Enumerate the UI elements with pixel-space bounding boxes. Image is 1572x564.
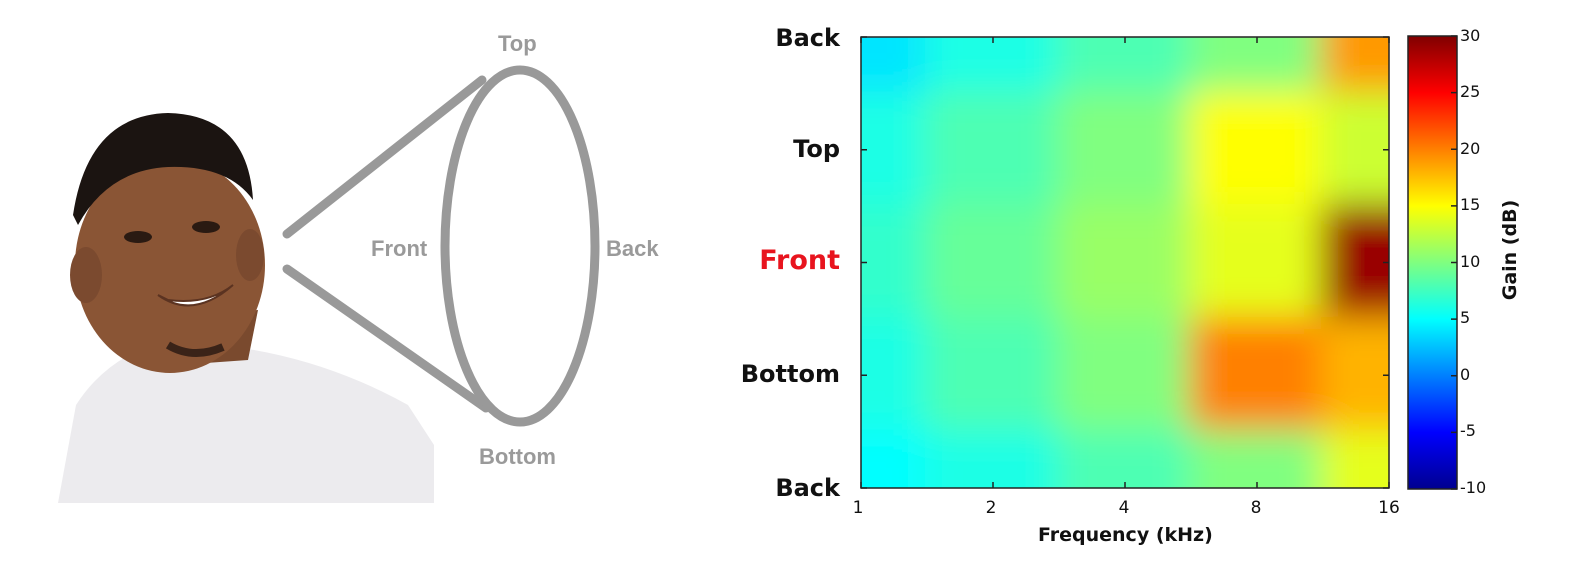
heatmap-cell [861, 37, 929, 96]
x-tick-label-2: 2 [985, 498, 997, 518]
heatmap-cell [925, 204, 1061, 321]
heatmap-cell [1189, 316, 1325, 434]
heatmap-cell [1189, 429, 1325, 488]
cone-upper-line [282, 75, 487, 239]
colorbar-tick-15: 15 [1460, 195, 1481, 214]
diagram-label-front: Front [371, 236, 428, 261]
colorbar-tick-20: 20 [1460, 139, 1481, 158]
cone-diagram [282, 65, 600, 427]
cone-ellipse [440, 65, 600, 427]
heatmap-cell [1189, 91, 1325, 209]
heatmap-cell [925, 429, 1061, 488]
heatmap-cell [1321, 37, 1389, 96]
colorbar [1407, 35, 1458, 490]
heatmap-cell [861, 91, 929, 209]
colorbar-tick-30: 30 [1460, 26, 1481, 45]
cone-lower-line [282, 264, 491, 413]
x-tick-label-16: 16 [1378, 498, 1400, 518]
y-tick-label-back-bottom: Back [775, 474, 840, 502]
heatmap-cell [925, 316, 1061, 434]
heatmap-cell [861, 429, 929, 488]
y-tick-label-back-top: Back [775, 24, 840, 52]
y-tick-label-front: Front [759, 245, 840, 276]
y-tick-label-top: Top [793, 135, 840, 163]
heatmap-cell [1057, 91, 1193, 209]
heatmap-cell [1057, 37, 1193, 96]
diagram-label-back: Back [606, 236, 659, 261]
diagram-label-top: Top [498, 31, 537, 56]
colorbar-tick-5: 5 [1460, 308, 1471, 327]
heatmap-cell [1189, 37, 1325, 96]
heatmap-cell [861, 204, 929, 321]
colorbar-tick-10: 10 [1460, 252, 1481, 271]
heatmap-cell [1189, 204, 1325, 321]
colorbar-tick-minus5: -5 [1460, 421, 1476, 440]
heatmap-cell [861, 316, 929, 434]
colorbar-title: Gain (dB) [1499, 199, 1521, 301]
heatmap-cell [1057, 316, 1193, 434]
heatmap-cell [1321, 204, 1389, 321]
heatmap-cell [1321, 429, 1389, 488]
heatmap-cell [1057, 429, 1193, 488]
heatmap-cell [925, 91, 1061, 209]
heatmap-cell [925, 37, 1061, 96]
face-photo [18, 105, 436, 503]
colorbar-tick-0: 0 [1460, 365, 1471, 384]
x-tick-label-1: 1 [852, 498, 864, 518]
x-tick-label-8: 8 [1250, 498, 1262, 518]
colorbar-tick-25: 25 [1460, 82, 1481, 101]
x-axis-title: Frequency (kHz) [1038, 524, 1213, 546]
y-tick-label-bottom: Bottom [740, 360, 840, 388]
x-tick-label-4: 4 [1118, 498, 1130, 518]
diagram-label-bottom: Bottom [479, 444, 556, 469]
colorbar-tick-minus10: -10 [1460, 478, 1487, 497]
heatmap-cell [1321, 91, 1389, 209]
heatmap-cell [1321, 316, 1389, 434]
heatmap-cell [1057, 204, 1193, 321]
